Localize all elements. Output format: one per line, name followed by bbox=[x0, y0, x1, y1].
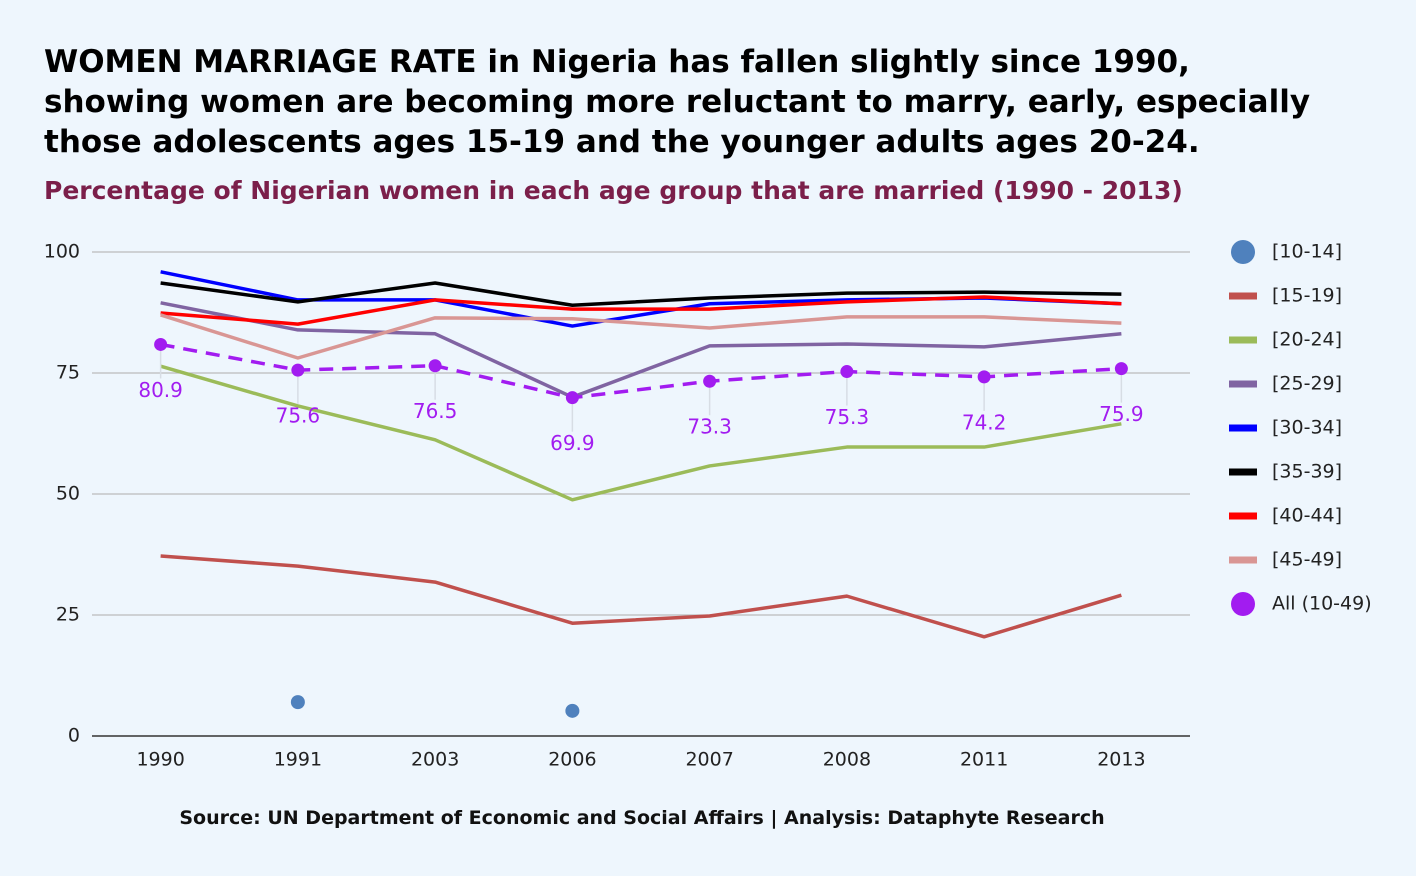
legend-label: [20-24] bbox=[1272, 329, 1342, 351]
data-label: 75.9 bbox=[1099, 402, 1144, 426]
legend-label: All (10-49) bbox=[1272, 593, 1372, 615]
legend-swatch bbox=[1229, 468, 1257, 476]
x-tick-label: 2007 bbox=[685, 749, 733, 771]
series-line bbox=[160, 295, 1122, 326]
chart-title: WOMEN MARRIAGE RATE in Nigeria has falle… bbox=[44, 44, 1311, 160]
y-tick-label: 75 bbox=[56, 362, 80, 384]
legend-label: [40-44] bbox=[1272, 505, 1342, 527]
legend-swatch bbox=[1231, 240, 1255, 264]
series-line bbox=[160, 364, 1122, 502]
legend-swatch bbox=[1229, 380, 1257, 388]
data-point bbox=[291, 363, 305, 377]
legend-label: [10-14] bbox=[1272, 241, 1342, 263]
data-label: 69.9 bbox=[550, 431, 595, 455]
data-label: 74.2 bbox=[962, 410, 1007, 434]
x-tick-label: 2008 bbox=[823, 749, 871, 771]
x-tick-label: 2006 bbox=[548, 749, 596, 771]
y-tick-label: 25 bbox=[56, 604, 80, 626]
legend-label: [15-19] bbox=[1272, 285, 1342, 307]
data-point bbox=[977, 370, 991, 384]
series-line bbox=[160, 301, 1122, 399]
chart-subtitle: Percentage of Nigerian women in each age… bbox=[44, 176, 1183, 205]
series-line bbox=[160, 313, 1122, 360]
data-point bbox=[565, 703, 580, 718]
legend-swatch bbox=[1231, 592, 1255, 616]
legend-swatch bbox=[1229, 512, 1257, 520]
series-line bbox=[160, 281, 1122, 307]
data-point bbox=[703, 374, 717, 388]
legend-label: [45-49] bbox=[1272, 549, 1342, 571]
data-point bbox=[428, 359, 442, 373]
x-tick-label: 2003 bbox=[411, 749, 459, 771]
data-label: 73.3 bbox=[687, 415, 732, 439]
legend-swatch bbox=[1229, 556, 1257, 564]
series-line bbox=[160, 342, 1122, 400]
legend-swatch bbox=[1229, 292, 1257, 300]
legend-label: [25-29] bbox=[1272, 373, 1342, 395]
x-tick-label: 1990 bbox=[136, 749, 184, 771]
data-point bbox=[154, 337, 168, 351]
legend-label: [30-34] bbox=[1272, 417, 1342, 439]
legend-swatch bbox=[1229, 336, 1257, 344]
source-note: Source: UN Department of Economic and So… bbox=[179, 807, 1105, 829]
data-point bbox=[565, 391, 579, 405]
x-tick-label: 2011 bbox=[960, 749, 1008, 771]
data-label: 75.3 bbox=[825, 405, 870, 429]
legend-swatch bbox=[1229, 424, 1257, 432]
data-label: 80.9 bbox=[138, 378, 183, 402]
y-tick-label: 100 bbox=[44, 241, 80, 263]
y-tick-label: 50 bbox=[56, 483, 80, 505]
data-point bbox=[840, 365, 854, 379]
series-line bbox=[160, 554, 1122, 639]
data-point bbox=[290, 695, 305, 710]
chart: 0 25 50 75 100 1990 1991 2003 2006 2007 2008 2011 20… bbox=[44, 240, 1372, 771]
y-tick-label: 0 bbox=[68, 725, 80, 747]
data-label: 75.6 bbox=[276, 404, 321, 428]
x-tick-label: 1991 bbox=[274, 749, 322, 771]
data-label: 76.5 bbox=[413, 399, 458, 423]
legend-label: [35-39] bbox=[1272, 461, 1342, 483]
data-point bbox=[1114, 362, 1128, 376]
x-tick-label: 2013 bbox=[1097, 749, 1145, 771]
